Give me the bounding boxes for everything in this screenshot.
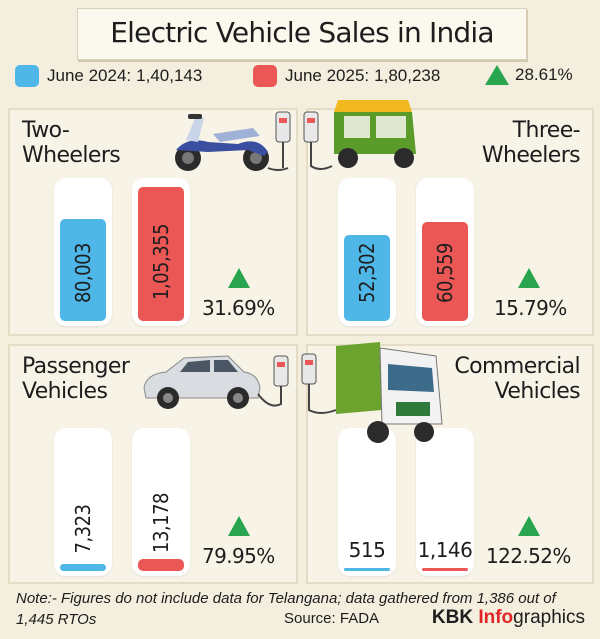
bar-june-2024	[60, 564, 106, 571]
bar-june-2025	[138, 187, 184, 321]
growth-up-triangle-icon	[518, 516, 540, 536]
legend-june-2024: June 2024: 1,40,143	[15, 65, 202, 87]
bar-value-label: 13,178	[149, 493, 173, 553]
bar-june-2024	[344, 235, 390, 321]
panel-title: Two- Wheelers	[22, 118, 121, 168]
legend-swatch-blue	[15, 65, 39, 87]
bar-june-2025	[422, 222, 468, 321]
legend-swatch-red	[253, 65, 277, 87]
legend-growth: 28.61%	[485, 65, 573, 85]
growth-up-triangle-icon	[518, 268, 540, 288]
passenger-car-icon	[143, 355, 289, 409]
bar-june-2025	[138, 559, 184, 571]
growth-up-triangle-icon	[228, 516, 250, 536]
bar-value-label: 1,146	[417, 538, 473, 562]
bar-value-label: 515	[348, 538, 386, 562]
bar-track: 1,146	[416, 428, 474, 576]
bar-june-2024	[60, 219, 106, 321]
panel-title: Passenger Vehicles	[22, 354, 130, 404]
bar-value-label: 52,302	[355, 243, 379, 303]
growth-percent-label: 122.52%	[486, 544, 571, 568]
legend-june-2024-value: 1,40,143	[136, 66, 203, 85]
legend-june-2025: June 2025: 1,80,238	[253, 65, 440, 87]
growth-up-triangle-icon	[228, 268, 250, 288]
growth-percent-label: 15.79%	[494, 296, 567, 320]
page-title: Electric Vehicle Sales in India	[110, 16, 494, 49]
legend-growth-value: 28.61%	[515, 65, 573, 84]
panel-title: Three- Wheelers	[481, 118, 581, 168]
brand-kbk: KBK	[431, 607, 474, 628]
bar-track: 515	[338, 428, 396, 576]
bar-track: 1,05,355	[132, 178, 190, 326]
electric-scooter-icon	[175, 111, 291, 171]
growth-percent-label: 31.69%	[202, 296, 275, 320]
brand-info: Info	[478, 607, 514, 628]
bar-value-label: 7,323	[71, 504, 95, 553]
legend-june-2025-value: 1,80,238	[374, 66, 441, 85]
bar-value-label: 60,559	[433, 243, 457, 303]
bar-value-label: 1,05,355	[149, 223, 173, 301]
legend: June 2024: 1,40,143 June 2025: 1,80,238 …	[15, 63, 590, 89]
source-credit: Source: FADA	[284, 610, 380, 627]
brand-graphics: graphics	[513, 607, 585, 628]
bar-june-2025	[422, 568, 468, 571]
bar-track: 60,559	[416, 178, 474, 326]
footer: Note:- Figures do not include data for T…	[8, 585, 593, 637]
auto-rickshaw-icon	[303, 100, 416, 170]
legend-june-2025-label: June 2025:	[285, 66, 370, 85]
bar-track: 7,323	[54, 428, 112, 576]
legend-june-2024-label: June 2024:	[47, 66, 132, 85]
title-box: Electric Vehicle Sales in India	[77, 8, 527, 60]
bar-june-2024	[344, 568, 390, 571]
bar-track: 13,178	[132, 428, 190, 576]
commercial-truck-icon	[301, 342, 443, 443]
panel-title: Commercial Vehicles	[454, 354, 580, 404]
bar-track: 80,003	[54, 178, 112, 326]
growth-up-triangle-icon	[485, 65, 509, 85]
bar-value-label: 80,003	[71, 243, 95, 303]
brand-logo: KBK Infographics	[432, 607, 585, 629]
growth-percent-label: 79.95%	[202, 544, 275, 568]
bar-track: 52,302	[338, 178, 396, 326]
footnote: Note:- Figures do not include data for T…	[16, 590, 556, 628]
